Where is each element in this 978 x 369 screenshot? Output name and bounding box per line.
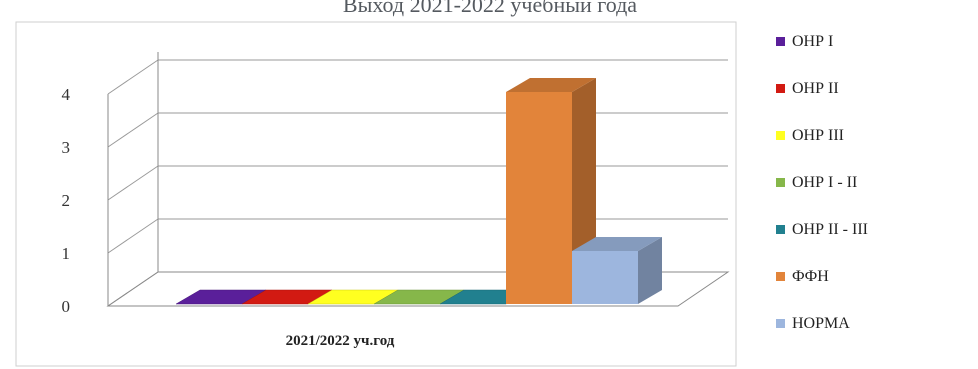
plot-area-border (15, 21, 737, 367)
bar-front (506, 92, 572, 304)
gridline-depth (107, 59, 159, 95)
y-tick-label: 1 (62, 244, 71, 263)
legend-swatch (776, 84, 785, 93)
y-tick-labels: 0 1 2 3 4 (62, 85, 71, 316)
legend-entry: ОНР I (776, 33, 833, 50)
legend-swatch (776, 131, 785, 140)
legend-entry: ОНР II (776, 80, 839, 97)
legend-swatch (776, 178, 785, 187)
legend-label: ОНР I - II (792, 174, 857, 191)
legend-label: ФФН (792, 268, 829, 285)
gridline-depth (107, 165, 159, 201)
legend-label: ОНР III (792, 127, 844, 144)
chart-title: Выход 2021-2022 учебный года (343, 0, 637, 17)
legend-swatch (776, 225, 785, 234)
legend-entry: ОНР I - II (776, 174, 857, 191)
bar-top (506, 78, 596, 92)
bar-7 (572, 237, 662, 304)
bars-layer (175, 78, 662, 305)
floor (106, 271, 730, 307)
gridline-depth (107, 112, 159, 148)
y-tick-label: 0 (62, 297, 71, 316)
legend-swatch (776, 319, 785, 328)
legend-label: ОНР II - III (792, 221, 868, 238)
y-tick-label: 4 (62, 85, 71, 104)
gridline-depth (107, 218, 159, 254)
legend: ОНР I ОНР II ОНР III ОНР I - II ОНР II - III… (776, 33, 868, 332)
legend-label: ОНР II (792, 80, 839, 97)
axes-layer (106, 52, 730, 307)
bar-side (638, 237, 662, 304)
legend-swatch (776, 272, 785, 281)
legend-entry: НОРМА (776, 315, 850, 332)
legend-entry: ОНР III (776, 127, 844, 144)
legend-label: ОНР I (792, 33, 833, 50)
x-category-label: 2021/2022 уч.год (286, 333, 395, 349)
legend-label: НОРМА (792, 315, 850, 332)
legend-entry: ФФН (776, 268, 829, 285)
bar-front (572, 251, 638, 304)
y-tick-label: 2 (62, 191, 71, 210)
legend-entry: ОНР II - III (776, 221, 868, 238)
legend-swatch (776, 37, 785, 46)
bar-top (572, 237, 662, 251)
y-tick-label: 3 (62, 138, 71, 157)
